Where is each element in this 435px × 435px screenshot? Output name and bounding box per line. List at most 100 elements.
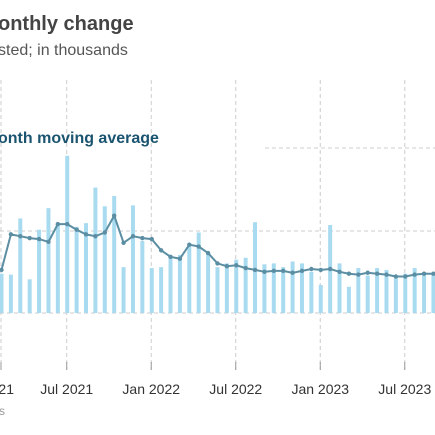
bar [431, 272, 435, 313]
bar [337, 263, 342, 313]
bar [243, 257, 248, 313]
bar [412, 268, 417, 313]
bar [121, 267, 126, 313]
bar [365, 275, 370, 313]
moving-average-point [111, 213, 117, 218]
moving-average-point [290, 270, 295, 275]
bar [234, 259, 239, 313]
moving-average-point [243, 265, 248, 271]
moving-average-point [65, 221, 70, 227]
moving-average-point [8, 232, 14, 237]
series-label-moving-average: onth moving average [0, 130, 159, 147]
bar [168, 255, 173, 313]
moving-average-point [252, 267, 258, 273]
moving-average-point [55, 221, 61, 227]
moving-average-point [224, 263, 230, 269]
moving-average-point [393, 274, 399, 279]
bar [393, 277, 398, 313]
chart-subtitle: sted; in thousands [0, 42, 128, 59]
bar [281, 267, 286, 313]
moving-average-point [93, 234, 98, 239]
moving-average-point [177, 256, 183, 261]
x-axis-ticks: 21 Jul 2021 Jan 2022 Jul 2022 Jan 2023 Jul 20… [0, 362, 431, 397]
bar [375, 268, 380, 313]
bar [318, 284, 323, 313]
moving-average-point [356, 272, 361, 277]
moving-average-point [158, 248, 164, 253]
bar [74, 226, 79, 313]
bar [102, 206, 107, 313]
bar [290, 261, 295, 313]
bar [271, 263, 276, 313]
moving-average-point [27, 235, 32, 241]
moving-average-point [384, 272, 389, 277]
moving-average-point [140, 235, 145, 241]
source-note: s [0, 404, 5, 418]
moving-average-point [102, 230, 107, 235]
bar [187, 246, 192, 313]
x-tick-label: Jul 2023 [378, 381, 431, 397]
bar [309, 271, 314, 313]
bar [149, 268, 154, 313]
bar [27, 279, 32, 313]
bar [37, 229, 42, 313]
moving-average-point [309, 266, 314, 272]
moving-average-point [327, 266, 333, 272]
moving-average-series [0, 213, 435, 279]
x-tick-label: Jan 2022 [122, 381, 180, 397]
moving-average-point [149, 236, 154, 242]
moving-average-point [281, 268, 286, 274]
bar-series [0, 155, 435, 313]
bar [403, 273, 408, 313]
moving-average-point [196, 244, 201, 249]
moving-average-point [130, 234, 136, 239]
moving-average-point [318, 267, 323, 273]
x-tick-label: Jan 2023 [291, 381, 349, 397]
bar [346, 286, 351, 313]
chart-title: onthly change [0, 13, 134, 35]
bar [422, 272, 427, 313]
bar [140, 240, 145, 313]
moving-average-point [168, 254, 173, 260]
bar [112, 195, 117, 313]
moving-average-point [121, 240, 126, 245]
moving-average-point [205, 250, 211, 256]
moving-average-point [234, 263, 239, 268]
bar [215, 267, 220, 313]
bar [384, 269, 389, 313]
moving-average-point [299, 268, 305, 274]
bar [46, 208, 51, 313]
bar [93, 187, 98, 313]
bar [206, 252, 211, 313]
moving-average-point [0, 267, 4, 273]
bar [196, 232, 201, 313]
bar [8, 274, 13, 313]
moving-average-point [271, 268, 277, 274]
moving-average-point [36, 236, 42, 242]
moving-average-point [403, 274, 408, 279]
x-tick-label: Jul 2021 [40, 381, 93, 397]
bar [159, 267, 164, 313]
moving-average-point [74, 227, 79, 232]
moving-average-point [421, 271, 427, 276]
moving-average-point [262, 269, 267, 275]
moving-average-point [346, 271, 352, 276]
moving-average-point [46, 239, 51, 245]
bar [55, 225, 60, 313]
bar [224, 263, 229, 313]
moving-average-point [215, 261, 220, 266]
bar [356, 268, 361, 313]
bar [177, 254, 182, 313]
x-tick-label: 21 [0, 381, 14, 397]
moving-average-point [337, 269, 342, 275]
bar [299, 263, 304, 313]
moving-average-point [187, 242, 192, 247]
moving-average-point [412, 272, 417, 277]
bar [18, 218, 23, 313]
bar [253, 222, 258, 313]
bar [0, 273, 4, 313]
moving-average-point [374, 271, 380, 276]
moving-average-point [431, 271, 435, 276]
moving-average-point [18, 234, 23, 239]
